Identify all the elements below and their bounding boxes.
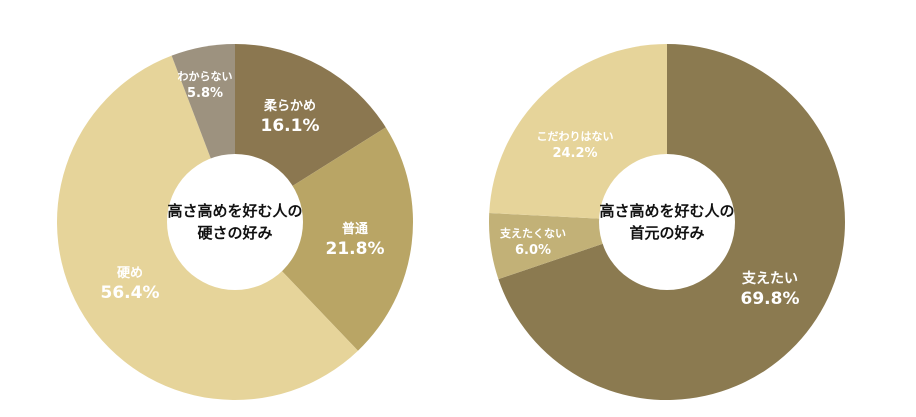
- donut-hole: [167, 154, 303, 290]
- slice-label: 支えたくない: [499, 226, 566, 240]
- slice-label: 柔らかめ: [263, 99, 316, 114]
- slice-value-label: 5.8%: [187, 86, 223, 101]
- slice-label: こだわりはない: [537, 130, 614, 143]
- slice-label: 支えたい: [741, 270, 798, 287]
- slice-value-label: 6.0%: [515, 243, 551, 258]
- slice-value-label: 24.2%: [552, 146, 597, 161]
- slice-label: わからない: [178, 70, 233, 83]
- slice-value-label: 16.1%: [261, 116, 320, 136]
- center-title-line: 硬さの好み: [197, 224, 272, 242]
- center-title-line: 高さ高めを好む人の: [599, 202, 734, 220]
- center-title-line: 高さ高めを好む人の: [167, 202, 302, 220]
- slice-label: 硬め: [117, 266, 143, 281]
- slice-label: 普通: [342, 221, 368, 237]
- slice-value-label: 69.8%: [741, 289, 800, 309]
- donut-slice: [235, 127, 413, 351]
- slice-value-label: 56.4%: [101, 283, 160, 303]
- donut-hole: [599, 154, 735, 290]
- center-title-line: 首元の好み: [629, 224, 704, 242]
- slice-value-label: 21.8%: [326, 239, 385, 259]
